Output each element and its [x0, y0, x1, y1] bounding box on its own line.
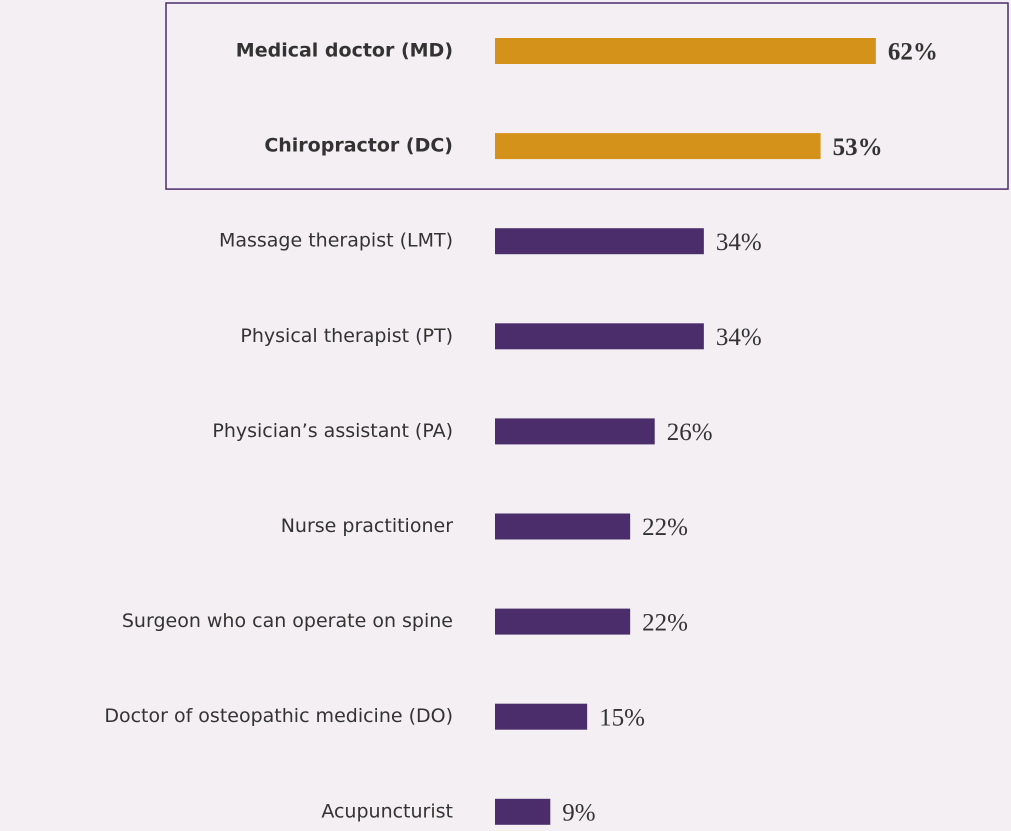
- value-label: 9%: [562, 800, 595, 827]
- value-label: 26%: [667, 419, 713, 446]
- category-label: Physician’s assistant (PA): [212, 420, 453, 442]
- value-label: 34%: [716, 324, 762, 351]
- value-label: 53%: [833, 134, 883, 161]
- bar: [495, 323, 704, 350]
- value-label: 22%: [642, 514, 688, 541]
- bar: [495, 38, 876, 64]
- value-label: 22%: [642, 609, 688, 636]
- category-label: Physical therapist (PT): [240, 325, 453, 347]
- category-label: Surgeon who can operate on spine: [122, 610, 453, 632]
- value-label: 34%: [716, 229, 762, 256]
- bar: [495, 513, 631, 540]
- bar: [495, 228, 704, 255]
- bar: [495, 418, 655, 445]
- category-label: Chiropractor (DC): [264, 135, 453, 157]
- category-label: Medical doctor (MD): [236, 40, 453, 62]
- bar: [495, 133, 821, 160]
- bar: [495, 798, 551, 825]
- value-label: 15%: [599, 704, 645, 731]
- category-label: Doctor of osteopathic medicine (DO): [104, 705, 453, 727]
- highlight-box: [165, 2, 1009, 190]
- category-label: Nurse practitioner: [281, 515, 453, 537]
- value-label: 62%: [888, 39, 938, 66]
- category-label: Acupuncturist: [321, 800, 453, 822]
- category-label: Massage therapist (LMT): [219, 230, 453, 252]
- bar: [495, 608, 631, 635]
- bar: [495, 703, 588, 730]
